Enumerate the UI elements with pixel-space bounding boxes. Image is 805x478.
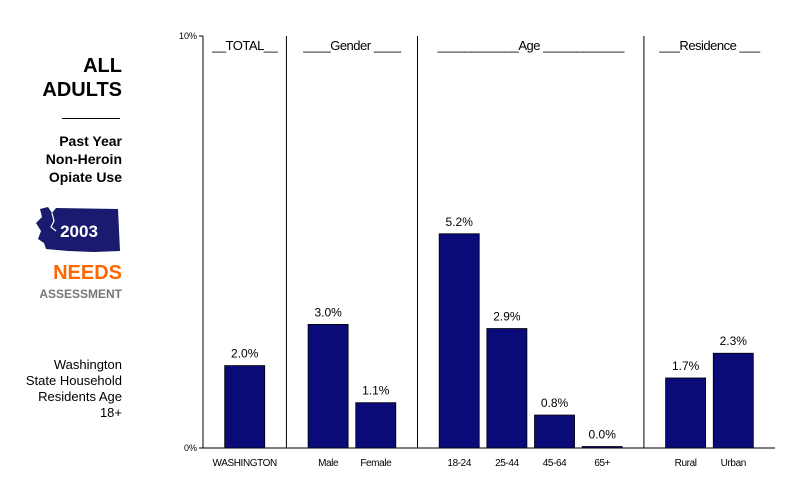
- category-label-3-1: Urban: [721, 458, 746, 469]
- data-label-3-0: 1.7%: [672, 359, 700, 373]
- group-header-1: ____Gender ____: [302, 38, 402, 53]
- group-header-0: __TOTAL__: [211, 38, 278, 53]
- bar-3-0: [665, 377, 707, 449]
- group-header-2: ____________Age ____________: [437, 38, 626, 53]
- group-header-3: ___Residence ___: [658, 38, 761, 53]
- bar-1-0: [307, 323, 349, 449]
- description-line-1: Washington: [53, 357, 122, 372]
- category-label-1-0: Male: [318, 458, 339, 469]
- data-label-2-1: 2.9%: [493, 310, 521, 324]
- data-label-3-1: 2.3%: [720, 334, 748, 348]
- category-label-2-1: 25-44: [495, 458, 519, 469]
- data-label-0-0: 2.0%: [231, 347, 259, 361]
- subtitle: Past Year Non-Heroin Opiate Use: [46, 132, 122, 186]
- description-line-4: 18+: [99, 405, 122, 420]
- badge-year: 2003: [60, 222, 98, 241]
- description-line-2: State Household: [25, 373, 122, 388]
- subtitle-line-1: Past Year: [59, 133, 122, 149]
- bar-2-3: [581, 446, 623, 449]
- washington-map-icon: [36, 207, 120, 252]
- bar-2-2: [534, 414, 575, 449]
- bar-3-1: [712, 352, 754, 449]
- data-label-2-3: 0.0%: [589, 428, 617, 442]
- bar-1-1: [355, 402, 397, 449]
- category-label-3-0: Rural: [675, 458, 697, 469]
- data-label-2-2: 0.8%: [541, 396, 569, 410]
- category-label-2-3: 65+: [594, 458, 610, 469]
- subtitle-line-3: Opiate Use: [48, 169, 122, 185]
- description: Washington State Household Residents Age…: [26, 357, 122, 421]
- bar-2-1: [486, 328, 528, 449]
- category-label-2-2: 45-64: [543, 458, 567, 469]
- category-label-0-0: WASHINGTON: [213, 458, 278, 469]
- bar-2-0: [438, 233, 480, 449]
- needs-label: NEEDS: [53, 262, 122, 284]
- data-label-2-0: 5.2%: [446, 215, 474, 229]
- data-label-1-0: 3.0%: [314, 305, 342, 319]
- category-label-1-1: Female: [360, 458, 392, 469]
- bar-0-0: [224, 365, 266, 449]
- heading-divider: [62, 118, 120, 119]
- y-tick-label-1: 10%: [179, 31, 197, 41]
- heading-line-1: ALL: [83, 55, 122, 77]
- heading: ALL ADULTS: [42, 54, 122, 102]
- category-label-2-0: 18-24: [447, 458, 471, 469]
- heading-line-2: ADULTS: [42, 79, 122, 101]
- data-label-1-1: 1.1%: [362, 384, 390, 398]
- y-tick-label-0: 0%: [184, 443, 197, 453]
- subtitle-line-2: Non-Heroin: [45, 151, 122, 167]
- assessment-label: ASSESSMENT: [39, 287, 122, 301]
- description-line-3: Residents Age: [38, 389, 122, 404]
- sidebar: ALL ADULTS Past Year Non-Heroin Opiate U…: [0, 0, 130, 478]
